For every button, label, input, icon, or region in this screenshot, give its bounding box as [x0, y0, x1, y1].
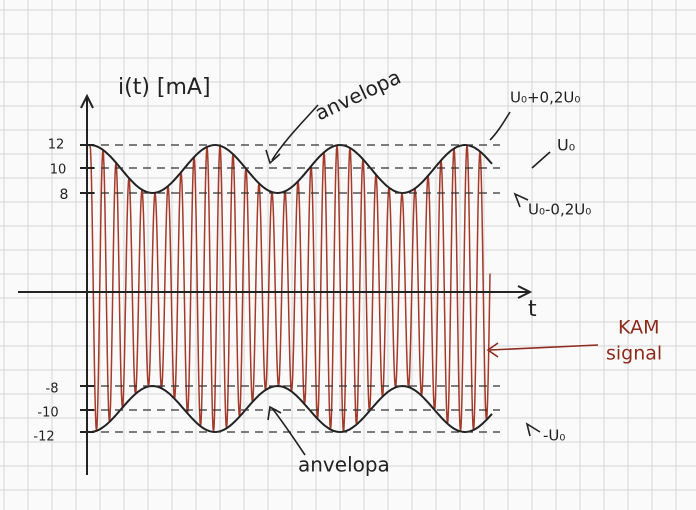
paper [0, 0, 696, 510]
signal-label: KAM [618, 317, 660, 339]
signal-label: signal [606, 343, 662, 365]
level-label: -U₀ [543, 427, 565, 445]
y-tick-label: 12 [48, 138, 65, 153]
page: i(t) [mA] t 12 10 8 -8 -10 -12 anvelopa … [0, 0, 696, 510]
sketch: i(t) [mA] t 12 10 8 -8 -10 -12 anvelopa … [0, 0, 696, 510]
y-tick-label: 10 [50, 163, 67, 178]
level-label: U₀-0,2U₀ [528, 201, 591, 219]
y-tick-label: -10 [37, 406, 58, 421]
level-label: U₀ [557, 136, 575, 155]
x-axis-label: t [528, 297, 537, 322]
y-tick-label: 8 [60, 187, 69, 203]
level-label: U₀+0,2U₀ [510, 89, 580, 107]
envelope-label: anvelopa [298, 453, 390, 477]
y-tick-label: -8 [46, 382, 59, 397]
y-axis-label: i(t) [mA] [118, 75, 211, 100]
y-tick-label: -12 [33, 430, 54, 445]
